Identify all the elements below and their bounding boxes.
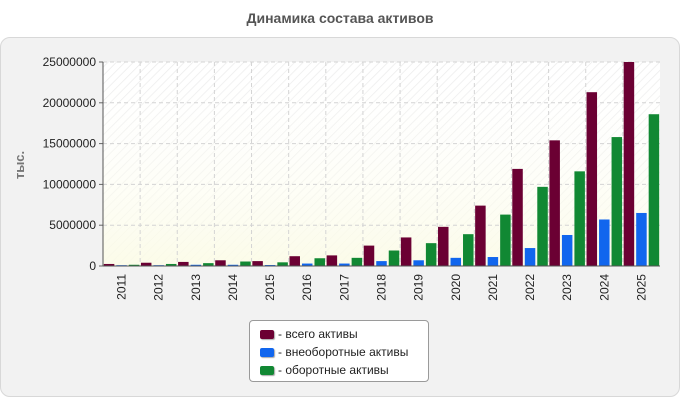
bar-total [178,261,189,266]
y-tick-label: 15000000 [43,137,97,151]
x-tick-label: 2021 [486,274,500,301]
legend-item-current: - оборотные активы [260,361,428,379]
bar-current [388,250,400,266]
bar-current [463,234,474,266]
x-tick-label: 2020 [449,274,463,301]
bar-current [203,263,214,266]
bar-total [103,263,115,266]
bar-noncurrent [450,257,462,266]
x-tick-label: 2017 [337,274,351,301]
bar-total [512,168,523,266]
bar-total [326,255,338,266]
bar-current [537,186,548,266]
bar-total [586,92,598,266]
legend-item-total: - всего активы [260,325,428,343]
bar-total [289,256,300,266]
legend-swatch-current [260,365,274,375]
bar-total [363,245,375,266]
bar-noncurrent [524,248,536,266]
bar-total [623,62,635,266]
x-tick-label: 2018 [375,274,389,301]
bar-current [500,214,511,266]
bar-noncurrent [413,260,424,266]
bar-noncurrent [599,219,610,266]
bar-noncurrent [376,261,387,266]
x-tick-label: 2015 [263,274,277,301]
bar-noncurrent [190,264,202,266]
bar-total [438,226,449,266]
bar-total [252,261,263,266]
bar-total [140,262,152,266]
legend-swatch-noncurrent [260,347,274,357]
x-tick-label: 2016 [300,274,314,301]
x-tick-label: 2011 [115,274,129,300]
y-tick-label: 25000000 [43,55,97,69]
plot-area-tint [103,62,660,266]
y-tick-label: 0 [89,259,96,273]
legend-label-current: - оборотные активы [278,363,389,377]
bar-total [400,237,412,266]
x-tick-label: 2024 [597,274,611,301]
bar-current [351,257,363,266]
bar-current [574,171,585,266]
bar-current [314,258,325,266]
y-axis-label: тыс. [12,151,27,179]
bar-noncurrent [636,212,647,266]
y-tick-label: 20000000 [43,96,97,110]
legend-swatch-total [260,329,274,339]
bar-current [240,261,251,266]
x-tick-label: 2013 [189,274,203,301]
y-tick-label: 5000000 [49,218,96,232]
bar-total [475,205,486,266]
bar-noncurrent [227,264,239,266]
bar-noncurrent [301,263,313,266]
bar-total [549,140,560,266]
legend-item-noncurrent: - внеоборотные активы [260,343,428,361]
x-tick-label: 2023 [560,274,574,301]
legend-label-total: - всего активы [278,327,358,341]
bar-current [648,114,660,266]
x-tick-label: 2012 [152,274,166,301]
bar-noncurrent [339,263,350,266]
x-tick-label: 2022 [523,274,537,301]
bar-current [128,264,140,266]
bar-total [215,260,226,266]
x-tick-label: 2014 [226,274,240,301]
y-tick-label: 10000000 [43,177,97,191]
bar-current [611,137,623,266]
chart-legend: - всего активы - внеоборотные активы - о… [249,320,429,382]
bar-current [277,262,288,266]
x-tick-label: 2019 [412,274,426,301]
chart-title: Динамика состава активов [246,10,434,26]
bar-current [425,243,437,266]
legend-label-noncurrent: - внеоборотные активы [278,345,409,359]
bar-noncurrent [561,234,573,266]
bar-noncurrent [487,257,499,266]
x-tick-label: 2025 [634,274,648,301]
bar-current [165,263,177,266]
